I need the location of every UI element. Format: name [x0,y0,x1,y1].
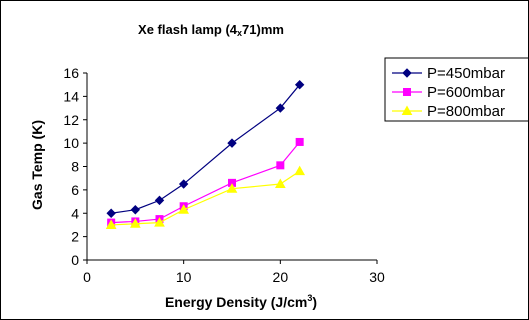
data-point [105,219,117,229]
data-point [226,183,238,193]
data-point [178,204,190,214]
data-point [402,68,412,78]
series-p-800mbar [105,165,306,229]
data-point [294,79,305,90]
series-p-600mbar [107,137,304,227]
x-tick-label: 0 [83,269,91,285]
data-point [276,161,285,170]
legend-label: P=450mbar [427,65,505,82]
y-tick-label: 10 [63,135,79,151]
y-tick-label: 2 [71,229,79,245]
x-tick-label: 10 [176,269,192,285]
series-line [111,141,301,224]
data-point [403,88,411,96]
data-point [154,217,165,227]
data-point [129,218,141,228]
x-tick-label: 30 [369,269,385,285]
chart-title: Xe flash lamp (4x71)mm [138,22,284,38]
legend-label: P=800mbar [427,103,505,120]
legend-label: P=600mbar [427,84,505,101]
y-tick-label: 14 [63,88,79,104]
data-point [295,137,304,146]
data-point [154,195,165,206]
data-point [274,178,286,189]
y-tick-label: 0 [71,252,79,268]
legend: P=450mbar P=600mbar P=800mbar [384,57,528,122]
x-tick-label: 20 [273,269,289,285]
data-point [294,165,306,176]
plot-area [105,79,306,229]
data-point [227,138,237,148]
axes: 0 2 4 6 8 10 12 14 16 0 10 20 30 [63,65,385,285]
data-point [130,205,141,215]
series-p-450mbar [106,79,305,218]
data-point [401,105,413,115]
x-axis-title: Energy Density (J/cm3) [165,293,317,310]
data-point [275,103,286,113]
y-tick-label: 12 [63,112,79,128]
y-axis-title: Gas Temp (K) [29,120,45,210]
y-tick-label: 6 [71,182,79,198]
y-tick-label: 16 [63,65,79,81]
series-line [111,84,301,214]
data-point [106,208,116,218]
data-point [178,179,189,189]
y-tick-label: 4 [71,205,79,221]
y-tick-label: 8 [71,159,79,175]
series-line [111,170,300,226]
